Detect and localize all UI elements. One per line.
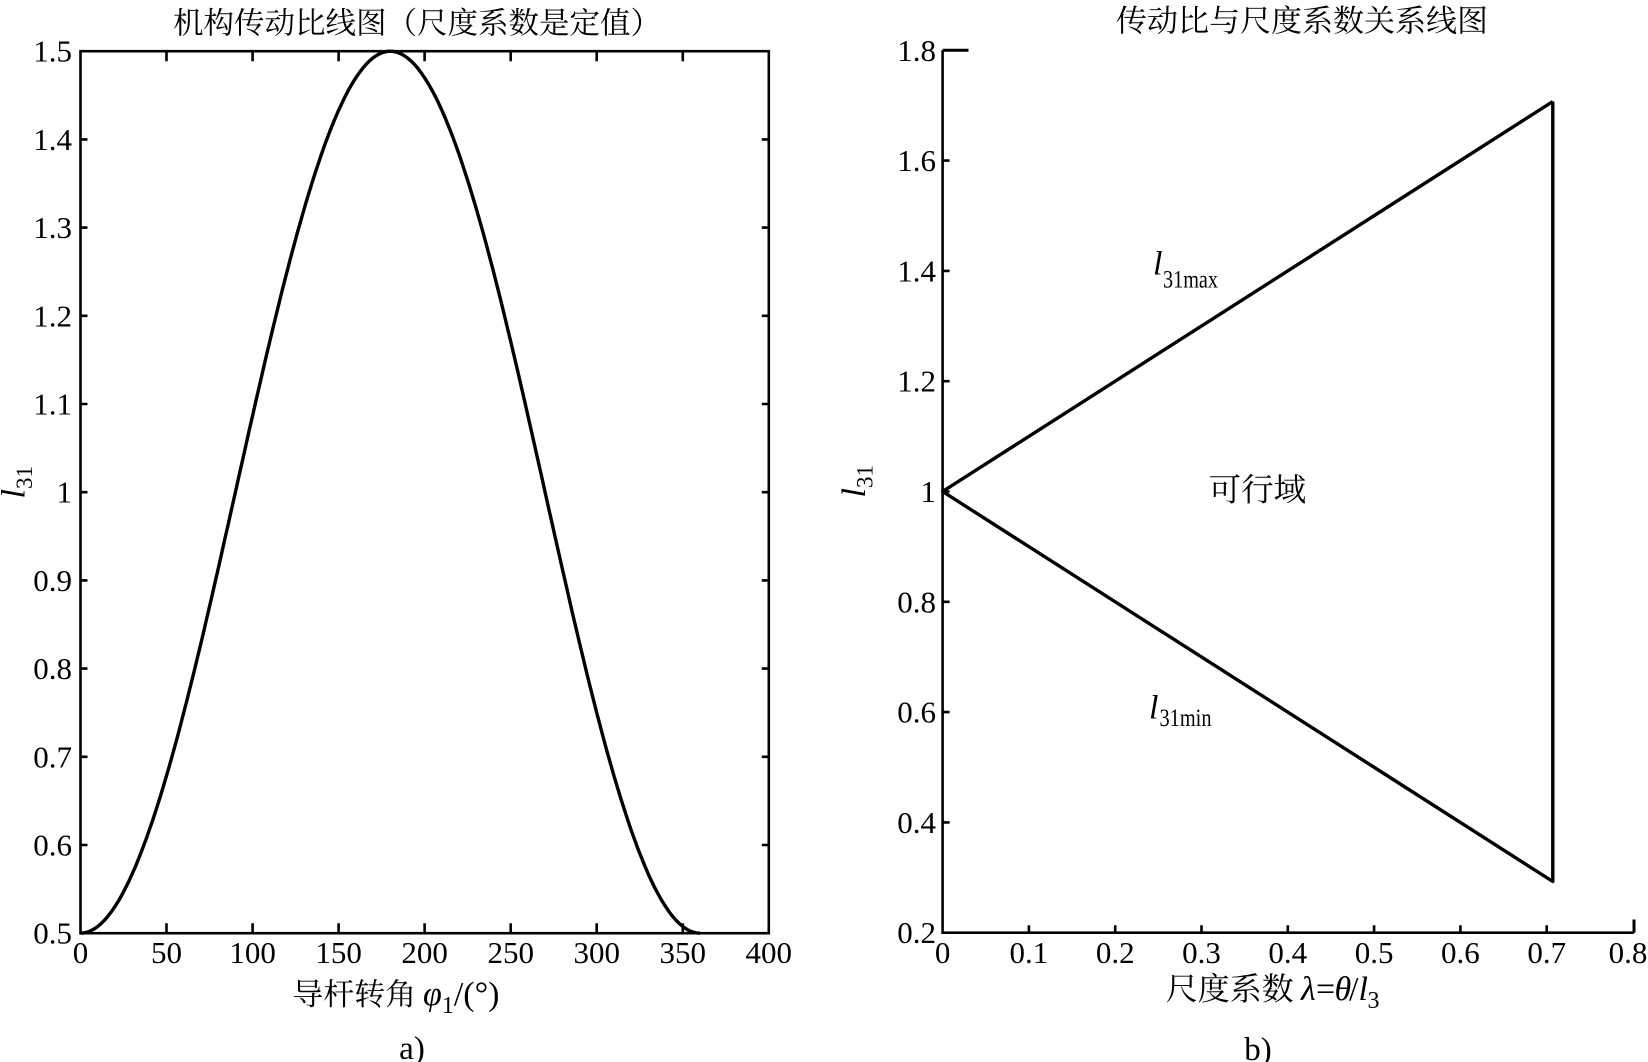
- svg-text:b): b): [1244, 1032, 1272, 1062]
- svg-text:1.4: 1.4: [33, 122, 72, 157]
- svg-text:150: 150: [315, 935, 362, 970]
- svg-text:l: l: [1359, 971, 1368, 1008]
- svg-text:l: l: [1149, 690, 1158, 727]
- svg-text:400: 400: [746, 935, 793, 970]
- svg-text:/: /: [1349, 971, 1359, 1008]
- svg-text:50: 50: [151, 935, 182, 970]
- svg-text:200: 200: [401, 935, 448, 970]
- svg-text:0.3: 0.3: [1182, 935, 1221, 970]
- svg-text:0.6: 0.6: [897, 695, 936, 730]
- svg-text:0.8: 0.8: [1609, 935, 1648, 970]
- svg-text:250: 250: [487, 935, 534, 970]
- svg-text:1.6: 1.6: [897, 143, 936, 178]
- svg-text:0.5: 0.5: [1355, 935, 1394, 970]
- svg-text:=: =: [1316, 971, 1335, 1008]
- svg-text:100: 100: [229, 935, 276, 970]
- svg-text:0.9: 0.9: [33, 563, 72, 598]
- svg-text:1.5: 1.5: [33, 34, 72, 69]
- svg-text:1.2: 1.2: [33, 298, 72, 333]
- svg-text:0.6: 0.6: [33, 828, 72, 863]
- svg-text:1: 1: [921, 474, 937, 509]
- svg-text:0.2: 0.2: [1096, 935, 1135, 970]
- svg-text:0.7: 0.7: [1527, 935, 1566, 970]
- svg-text:0: 0: [73, 935, 89, 970]
- svg-text:31min: 31min: [1160, 705, 1212, 732]
- svg-text:θ: θ: [1335, 971, 1352, 1008]
- svg-text:0.8: 0.8: [33, 651, 72, 686]
- svg-text:0.8: 0.8: [897, 584, 936, 619]
- svg-text:300: 300: [573, 935, 620, 970]
- svg-text:0.2: 0.2: [897, 915, 936, 950]
- svg-text:a): a): [399, 1031, 425, 1062]
- svg-text:350: 350: [660, 935, 707, 970]
- svg-text:λ: λ: [1300, 971, 1316, 1008]
- svg-text:1.1: 1.1: [33, 387, 72, 422]
- svg-text:3: 3: [1368, 988, 1380, 1014]
- svg-text:1.2: 1.2: [897, 364, 936, 399]
- svg-text:0.6: 0.6: [1441, 935, 1480, 970]
- svg-text:0.4: 0.4: [1268, 935, 1307, 970]
- svg-text:l: l: [1153, 246, 1162, 283]
- svg-text:0.4: 0.4: [897, 805, 936, 840]
- svg-text:0.7: 0.7: [33, 739, 72, 774]
- svg-text:0.5: 0.5: [33, 916, 72, 951]
- svg-text:0.1: 0.1: [1010, 935, 1049, 970]
- svg-text:φ1/(°): φ1/(°): [423, 976, 500, 1019]
- svg-text:1.3: 1.3: [33, 210, 72, 245]
- svg-text:1.4: 1.4: [897, 253, 936, 288]
- svg-text:0: 0: [935, 935, 951, 970]
- svg-text:1.8: 1.8: [897, 33, 936, 68]
- svg-text:1: 1: [57, 475, 73, 510]
- svg-text:31max: 31max: [1163, 267, 1218, 294]
